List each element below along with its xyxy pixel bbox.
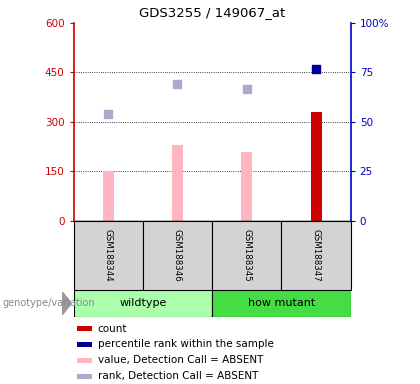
Bar (74, 221, 143, 290)
Bar (143, 221, 212, 290)
Bar (281, 221, 351, 290)
Bar (74, 290, 212, 317)
Bar (77, 342, 92, 347)
Text: rank, Detection Call = ABSENT: rank, Detection Call = ABSENT (97, 371, 258, 381)
Point (174, 81, 181, 87)
Bar (172, 145, 183, 221)
Text: count: count (97, 324, 127, 334)
Bar (212, 290, 351, 317)
Text: GSM188346: GSM188346 (173, 229, 182, 282)
Point (313, 66, 320, 72)
Bar (311, 112, 321, 221)
Bar (103, 171, 113, 221)
Text: GSM188344: GSM188344 (104, 229, 113, 282)
Bar (77, 374, 92, 379)
Text: percentile rank within the sample: percentile rank within the sample (97, 339, 273, 349)
Text: GSM188347: GSM188347 (312, 229, 320, 282)
Point (244, 86, 250, 92)
Text: value, Detection Call = ABSENT: value, Detection Call = ABSENT (97, 355, 263, 365)
Text: genotype/variation: genotype/variation (2, 298, 95, 308)
Bar (241, 152, 252, 221)
Text: how mutant: how mutant (248, 298, 315, 308)
Title: GDS3255 / 149067_at: GDS3255 / 149067_at (139, 6, 285, 19)
Bar (77, 326, 92, 331)
Bar (212, 221, 281, 290)
Text: wildtype: wildtype (119, 298, 166, 308)
Text: GSM188345: GSM188345 (242, 229, 251, 282)
Point (105, 111, 112, 117)
Polygon shape (62, 292, 71, 315)
Bar (77, 358, 92, 363)
